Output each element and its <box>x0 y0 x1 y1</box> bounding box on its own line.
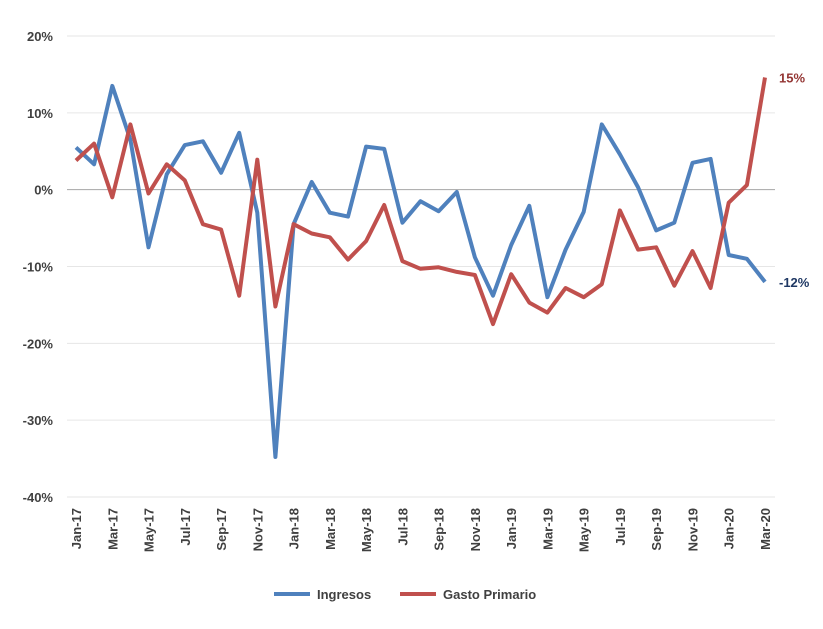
x-tick-label: Mar-20 <box>758 508 773 550</box>
x-tick-label: Mar-19 <box>540 508 555 550</box>
x-tick-label: Mar-18 <box>323 508 338 550</box>
x-tick-label: Jul-18 <box>395 508 410 546</box>
x-tick-label: Nov-18 <box>468 508 483 551</box>
x-tick-label: Sep-18 <box>432 508 447 551</box>
series-line <box>74 77 767 327</box>
y-tick-label: 20% <box>27 29 53 44</box>
x-tick-label: Jan-20 <box>722 508 737 549</box>
x-tick-label: May-17 <box>142 508 157 552</box>
y-tick-label: 0% <box>34 183 53 198</box>
y-tick-label: 10% <box>27 106 53 121</box>
legend-label: Ingresos <box>317 587 371 602</box>
x-tick-label: Mar-17 <box>105 508 120 550</box>
x-tick-label: Nov-17 <box>250 508 265 551</box>
x-tick-label: May-19 <box>577 508 592 552</box>
x-tick-label: Sep-19 <box>649 508 664 551</box>
x-tick-label: Jan-17 <box>69 508 84 549</box>
x-tick-label: Jan-18 <box>287 508 302 549</box>
y-tick-label: -30% <box>23 413 54 428</box>
x-tick-label: Jan-19 <box>504 508 519 549</box>
data-label: 15% <box>779 70 805 85</box>
legend-label: Gasto Primario <box>443 587 536 602</box>
x-tick-label: May-18 <box>359 508 374 552</box>
x-tick-label: Jul-19 <box>613 508 628 546</box>
y-tick-label: -40% <box>23 490 54 505</box>
x-tick-label: Nov-19 <box>685 508 700 551</box>
x-tick-label: Sep-17 <box>214 508 229 551</box>
data-label: -12% <box>779 275 810 290</box>
x-tick-label: Jul-17 <box>178 508 193 546</box>
y-tick-label: -20% <box>23 336 54 351</box>
series-line <box>74 83 767 459</box>
y-tick-label: -10% <box>23 260 54 275</box>
